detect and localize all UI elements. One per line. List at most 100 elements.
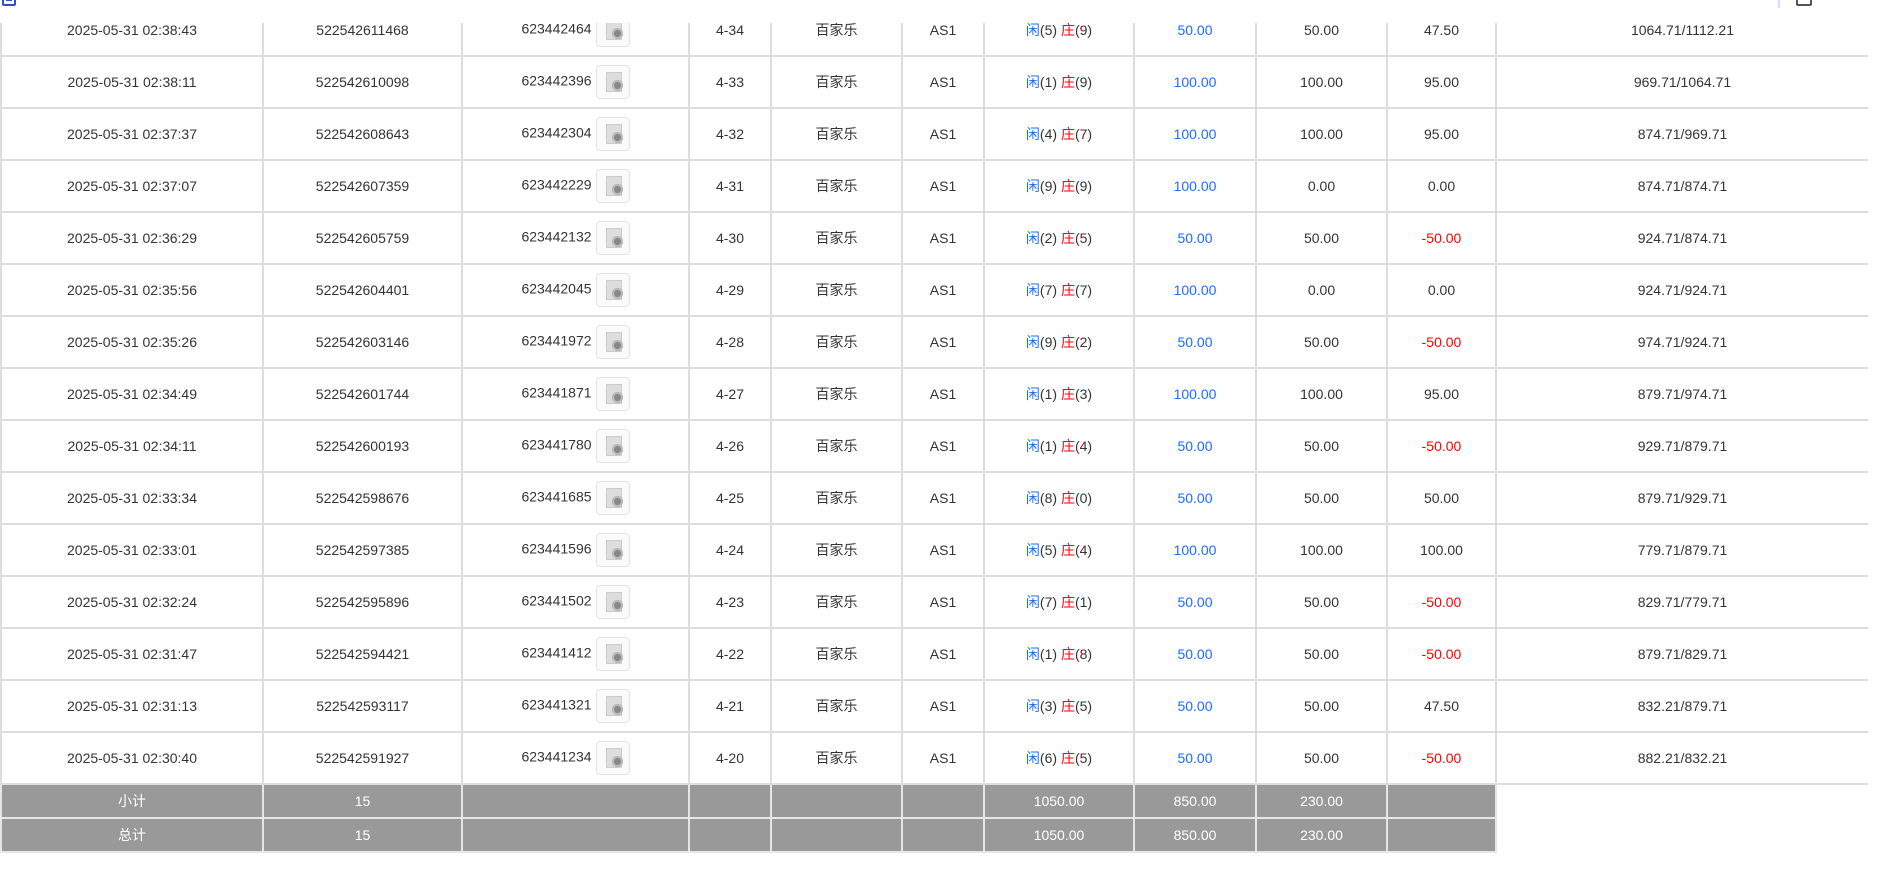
video-replay-icon[interactable] — [595, 689, 630, 723]
table-row: 2025-05-31 02:37:07 522542607359 623442229… — [0, 159, 1868, 213]
game-name: 百家乐 — [770, 575, 903, 629]
report-icon[interactable] — [2, 0, 16, 6]
paren: ) — [1052, 334, 1061, 350]
result-cell: 闲(1) 庄(4) — [983, 419, 1135, 473]
paren: ) — [1052, 438, 1061, 454]
game-id: 623441780 — [521, 436, 592, 453]
balance-before-after: 879.71/974.71 — [1495, 367, 1868, 421]
paren: ) — [1052, 490, 1061, 506]
game-id-cell: 623442132 — [461, 211, 690, 265]
win-loss: -50.00 — [1386, 627, 1497, 681]
game-id-cell: 623441972 — [461, 315, 690, 369]
video-replay-icon[interactable] — [595, 23, 630, 47]
paren: ( — [1074, 698, 1080, 714]
banker-label: 庄 — [1060, 178, 1075, 194]
paren: ) — [1087, 126, 1093, 142]
valid-bet: 0.00 — [1255, 263, 1388, 317]
game-id-cell: 623441780 — [461, 419, 690, 473]
balance-before-after: 1064.71/1112.21 — [1495, 23, 1868, 57]
game-name: 百家乐 — [770, 263, 903, 317]
round-number: 4-34 — [688, 23, 772, 57]
paren: ) — [1052, 126, 1061, 142]
valid-bet: 0.00 — [1255, 159, 1388, 213]
order-number: 522542594421 — [262, 627, 463, 681]
bet-records-table-container[interactable]: 2025-05-31 02:38:43 522542611468 623442464… — [0, 23, 1868, 881]
table-name: AS1 — [901, 419, 985, 473]
game-name: 百家乐 — [770, 367, 903, 421]
video-replay-icon[interactable] — [595, 533, 630, 567]
game-name: 百家乐 — [770, 107, 903, 161]
round-number: 4-30 — [688, 211, 772, 265]
paren: ) — [1087, 282, 1093, 298]
game-id: 623442045 — [521, 280, 592, 297]
top-toolbar — [0, 0, 1880, 22]
balance-before-after: 779.71/879.71 — [1495, 523, 1868, 577]
table-name: AS1 — [901, 211, 985, 265]
win-loss: -50.00 — [1386, 211, 1497, 265]
valid-bet: 50.00 — [1255, 471, 1388, 525]
order-number: 522542608643 — [262, 107, 463, 161]
video-replay-icon[interactable] — [595, 117, 630, 151]
banker-label: 庄 — [1060, 646, 1075, 662]
bet-amount: 50.00 — [1133, 211, 1257, 265]
banker-label: 庄 — [1060, 23, 1075, 38]
table-row: 2025-05-31 02:38:11 522542610098 623442396… — [0, 55, 1868, 109]
paren: ( — [1074, 646, 1080, 662]
banker-points: 5 — [1079, 698, 1088, 714]
balance-before-after: 882.21/832.21 — [1495, 731, 1868, 785]
video-replay-icon[interactable] — [595, 429, 630, 463]
video-replay-icon[interactable] — [595, 585, 630, 619]
paren: ( — [1039, 542, 1045, 558]
paren: ( — [1074, 594, 1080, 610]
paren: ) — [1087, 490, 1093, 506]
paren: ( — [1074, 750, 1080, 766]
balance-before-after: 874.71/969.71 — [1495, 107, 1868, 161]
paren: ( — [1039, 594, 1045, 610]
bet-time: 2025-05-31 02:37:07 — [0, 159, 264, 213]
bet-amount: 50.00 — [1133, 731, 1257, 785]
win-loss: 95.00 — [1386, 367, 1497, 421]
banker-label: 庄 — [1060, 698, 1075, 714]
game-id: 623441234 — [521, 748, 592, 765]
table-name: AS1 — [901, 159, 985, 213]
player-points: 9 — [1044, 178, 1053, 194]
table-row: 2025-05-31 02:33:01 522542597385 623441596… — [0, 523, 1868, 577]
video-replay-icon[interactable] — [595, 221, 630, 255]
video-replay-icon[interactable] — [595, 481, 630, 515]
video-replay-icon[interactable] — [595, 65, 630, 99]
bet-amount: 50.00 — [1133, 575, 1257, 629]
paren: ( — [1074, 23, 1080, 38]
paren: ) — [1087, 23, 1093, 38]
video-replay-icon[interactable] — [595, 325, 630, 359]
order-number: 522542607359 — [262, 159, 463, 213]
result-cell: 闲(8) 庄(0) — [983, 471, 1135, 525]
paren: ) — [1087, 74, 1093, 90]
win-loss: 0.00 — [1386, 159, 1497, 213]
checkbox-icon[interactable] — [1796, 0, 1812, 6]
result-cell: 闲(1) 庄(8) — [983, 627, 1135, 681]
table-name: AS1 — [901, 627, 985, 681]
game-id-cell: 623441234 — [461, 731, 690, 785]
bet-records-table: 2025-05-31 02:38:43 522542611468 623442464… — [0, 23, 1868, 853]
order-number: 522542611468 — [262, 23, 463, 57]
bet-time: 2025-05-31 02:36:29 — [0, 211, 264, 265]
banker-points: 9 — [1079, 23, 1088, 38]
bet-amount: 50.00 — [1133, 627, 1257, 681]
game-id: 623442396 — [521, 72, 592, 89]
player-points: 2 — [1044, 230, 1053, 246]
order-number: 522542597385 — [262, 523, 463, 577]
player-label: 闲 — [1025, 334, 1040, 350]
game-id: 623442229 — [521, 176, 592, 193]
banker-label: 庄 — [1060, 230, 1075, 246]
round-number: 4-32 — [688, 107, 772, 161]
video-replay-icon[interactable] — [595, 741, 630, 775]
video-replay-icon[interactable] — [595, 169, 630, 203]
banker-label: 庄 — [1060, 74, 1075, 90]
balance-before-after: 929.71/879.71 — [1495, 419, 1868, 473]
player-label: 闲 — [1025, 230, 1040, 246]
game-id: 623441972 — [521, 332, 592, 349]
video-replay-icon[interactable] — [595, 637, 630, 671]
video-replay-icon[interactable] — [595, 377, 630, 411]
valid-bet: 50.00 — [1255, 575, 1388, 629]
video-replay-icon[interactable] — [595, 273, 630, 307]
